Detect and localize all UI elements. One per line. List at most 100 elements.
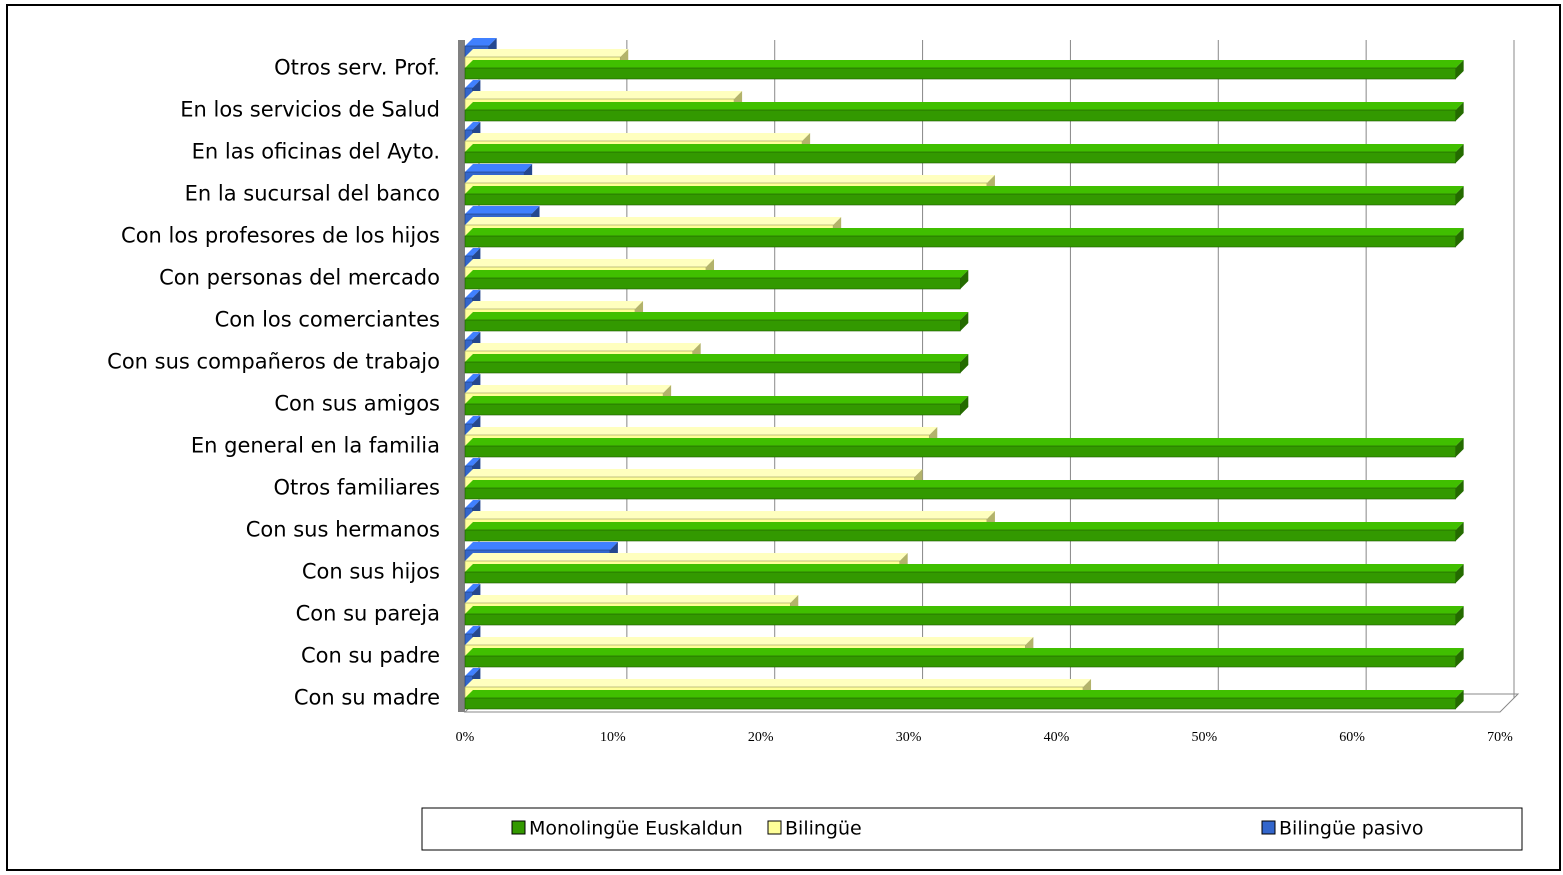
bar-top (465, 290, 481, 298)
bar-top (465, 343, 701, 351)
bar-top (465, 186, 1464, 194)
bar (464, 697, 1456, 710)
bar (464, 193, 1456, 206)
x-tick-label: 50% (1191, 730, 1217, 745)
bar-top (465, 637, 1034, 645)
category-label: Con sus hermanos (246, 518, 440, 542)
x-tick-label: 60% (1339, 730, 1365, 745)
bar-top (465, 690, 1464, 698)
bar-end (1455, 648, 1464, 667)
category-label: En los servicios de Salud (180, 98, 440, 122)
category-label: En las oficinas del Ayto. (192, 140, 440, 164)
category-label: Con su pareja (296, 602, 440, 626)
x-tick-label: 30% (896, 730, 922, 745)
legend-label: Monolingüe Euskaldun (529, 818, 743, 840)
bar (464, 571, 1456, 584)
bar-top (465, 80, 481, 88)
bar-top (465, 458, 481, 466)
bar-top (465, 522, 1464, 530)
bar-top (465, 542, 618, 550)
bar (464, 235, 1456, 248)
bar (464, 67, 1456, 80)
bar-top (465, 164, 533, 172)
bar-end (1455, 690, 1464, 709)
bar-top (465, 427, 938, 435)
bar (464, 403, 961, 416)
bar-end (1455, 60, 1464, 79)
bar-top (465, 354, 969, 362)
bar-top (465, 606, 1464, 614)
bar-top (465, 511, 995, 519)
category-label: Otros familiares (273, 476, 440, 500)
legend-swatch (1261, 820, 1276, 835)
bar-top (465, 564, 1464, 572)
bar-end (960, 270, 969, 289)
bar (464, 487, 1456, 500)
x-tick-label: 40% (1044, 730, 1070, 745)
bar (464, 445, 1456, 458)
bar (464, 361, 961, 374)
x-tick-label: 70% (1487, 730, 1513, 745)
bar-end (960, 312, 969, 331)
bar-top (465, 175, 995, 183)
bar (464, 277, 961, 290)
bar-top (465, 144, 1464, 152)
category-label: Con personas del mercado (159, 266, 440, 290)
category-label: Otros serv. Prof. (274, 56, 440, 80)
x-tick-label: 10% (600, 730, 626, 745)
bar (464, 109, 1456, 122)
bar-end (1455, 228, 1464, 247)
bar-top (465, 91, 743, 99)
bar-top (465, 500, 481, 508)
x-tick-label: 0% (456, 730, 475, 745)
bar-top (465, 584, 481, 592)
legend-label: Bilingüe (785, 818, 862, 840)
bar-end (1455, 606, 1464, 625)
bar-end (960, 354, 969, 373)
legend-swatch (511, 820, 526, 835)
bar-top (465, 595, 799, 603)
x-tick-label: 20% (748, 730, 774, 745)
bar-top (465, 38, 497, 46)
category-label: Con sus amigos (274, 392, 440, 416)
category-label: Con su madre (294, 686, 440, 710)
bar-top (465, 416, 481, 424)
bar-top (465, 248, 481, 256)
category-label: Con sus compañeros de trabajo (107, 350, 440, 374)
category-label: Con sus hijos (302, 560, 440, 584)
bar-end (1455, 186, 1464, 205)
bar-top (465, 133, 811, 141)
bar-top (465, 668, 481, 676)
bar-end (1455, 144, 1464, 163)
bar-top (465, 396, 969, 404)
category-label: Con los comerciantes (215, 308, 440, 332)
bar-top (465, 122, 481, 130)
legend-box (421, 807, 1523, 851)
bar (464, 151, 1456, 164)
bar (464, 319, 961, 332)
category-label: Con su padre (301, 644, 440, 668)
bar-end (1455, 102, 1464, 121)
bar-top (465, 679, 1092, 687)
category-label: En la sucursal del banco (185, 182, 440, 206)
bar-top (465, 206, 540, 214)
bar-top (465, 49, 629, 57)
legend-label: Bilingüe pasivo (1279, 818, 1424, 840)
bar-end (1455, 480, 1464, 499)
bar-top (465, 438, 1464, 446)
bar-top (465, 385, 672, 393)
bar-top (465, 228, 1464, 236)
bar-top (465, 626, 481, 634)
side-wall (458, 40, 465, 712)
bar-top (465, 480, 1464, 488)
bar-top (465, 102, 1464, 110)
bar-top (465, 301, 644, 309)
bar-end (1455, 438, 1464, 457)
bar (464, 529, 1456, 542)
bar-top (465, 312, 969, 320)
category-label: En general en la familia (191, 434, 440, 458)
bar-top (465, 259, 715, 267)
bar-top (465, 553, 908, 561)
category-label: Con los profesores de los hijos (121, 224, 440, 248)
bar-end (1455, 522, 1464, 541)
